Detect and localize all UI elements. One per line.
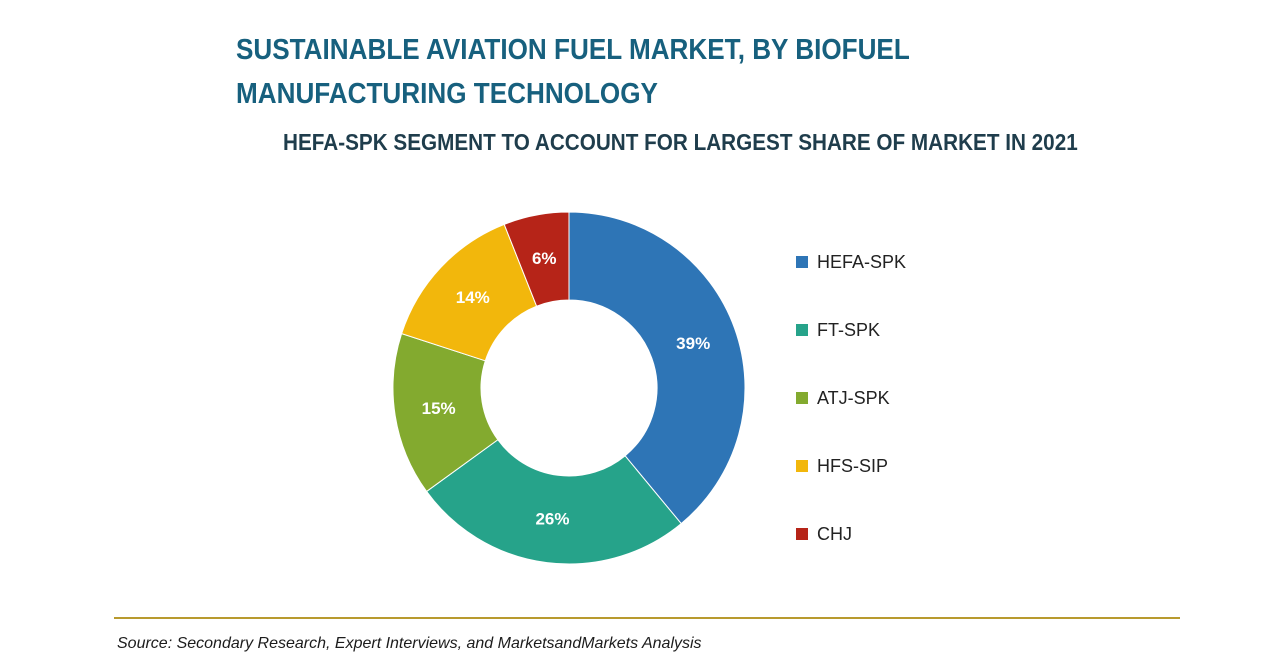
legend-item-hefa-spk: HEFA-SPK	[796, 228, 906, 296]
slice-hefa-spk	[568, 211, 746, 525]
legend-item-hfs-sip: HFS-SIP	[796, 432, 906, 500]
donut-slices	[392, 211, 746, 565]
slice-label-ft-spk: 26%	[535, 509, 569, 528]
slice-label-hfs-sip: 14%	[456, 288, 490, 307]
slice-ft-spk	[425, 439, 682, 565]
chart-legend: HEFA-SPK FT-SPK ATJ-SPK HFS-SIP CHJ	[796, 228, 906, 568]
legend-swatch	[796, 324, 808, 336]
legend-item-chj: CHJ	[796, 500, 906, 568]
legend-swatch	[796, 256, 808, 268]
legend-label: FT-SPK	[817, 319, 881, 340]
legend-label: HFS-SIP	[817, 455, 889, 476]
legend-label: ATJ-SPK	[817, 387, 890, 408]
legend-item-ft-spk: FT-SPK	[796, 296, 906, 364]
legend-item-atj-spk: ATJ-SPK	[796, 364, 906, 432]
legend-swatch	[796, 460, 808, 472]
footer-divider	[114, 617, 1180, 619]
chart-subtitle: HEFA-SPK SEGMENT TO ACCOUNT FOR LARGEST …	[283, 129, 1078, 155]
donut-slice-labels: 39% 26% 15% 14% 6%	[422, 249, 711, 529]
legend-label: CHJ	[817, 523, 852, 544]
legend-label: HEFA-SPK	[817, 251, 907, 272]
legend-swatch	[796, 528, 808, 540]
slice-atj-spk	[392, 332, 499, 493]
legend-swatch	[796, 392, 808, 404]
slice-hfs-sip	[400, 223, 538, 362]
slice-chj	[503, 211, 570, 307]
slice-label-hefa-spk: 39%	[676, 334, 710, 353]
chart-title: SUSTAINABLE AVIATION FUEL MARKET, BY BIO…	[236, 34, 910, 110]
slice-label-atj-spk: 15%	[422, 399, 456, 418]
slice-label-chj: 6%	[532, 249, 557, 268]
source-note: Source: Secondary Research, Expert Inter…	[117, 635, 702, 652]
